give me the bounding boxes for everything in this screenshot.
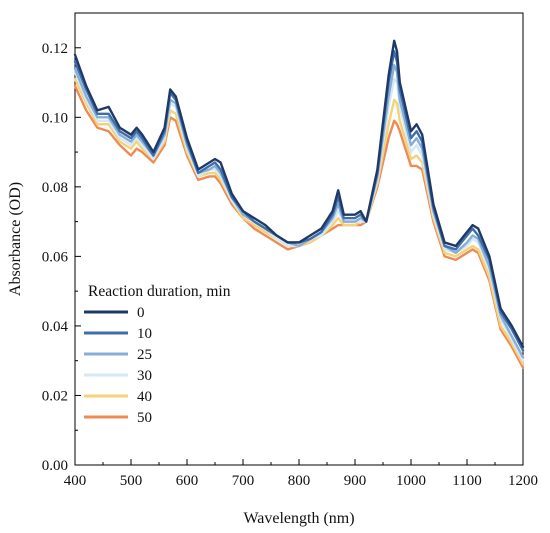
y-tick-label: 0.10 (42, 110, 68, 126)
y-tick-label: 0.12 (42, 41, 68, 57)
legend: Reaction duration, min 0 10 25 30 40 50 (84, 283, 231, 426)
x-tick-label: 800 (288, 473, 311, 489)
x-tick-label: 1200 (508, 473, 538, 489)
x-tick-label: 400 (64, 473, 87, 489)
legend-label-50: 50 (137, 410, 152, 426)
legend-title: Reaction duration, min (88, 283, 231, 300)
x-tick-label: 600 (176, 473, 199, 489)
series-line-0 (73, 39, 525, 348)
x-tick-label: 900 (344, 473, 367, 489)
legend-label-25: 25 (137, 347, 152, 363)
legend-label-40: 40 (137, 389, 152, 405)
x-axis: 400 500 600 700 800 900 1000 1100 1200 (64, 459, 538, 489)
y-tick-label: 0.02 (42, 388, 68, 404)
y-axis-title: Absorbance (OD) (7, 182, 24, 296)
y-tick-label: 0.08 (42, 180, 68, 196)
legend-label-30: 30 (137, 368, 152, 384)
legend-label-0: 0 (137, 305, 145, 321)
plot-area-frame (74, 12, 524, 466)
x-tick-label: 1000 (396, 473, 426, 489)
x-axis-title: Wavelength (nm) (243, 510, 354, 527)
y-tick-label: 0.06 (42, 249, 69, 265)
x-tick-label: 700 (232, 473, 255, 489)
y-tick-label: 0.00 (42, 458, 68, 474)
series-group (73, 39, 525, 369)
x-tick-label: 1100 (452, 473, 481, 489)
y-axis: 0.00 0.02 0.04 0.06 0.08 0.10 0.12 (42, 41, 81, 474)
x-tick-label: 500 (120, 473, 143, 489)
y-tick-label: 0.04 (42, 319, 69, 335)
legend-label-10: 10 (137, 326, 152, 342)
